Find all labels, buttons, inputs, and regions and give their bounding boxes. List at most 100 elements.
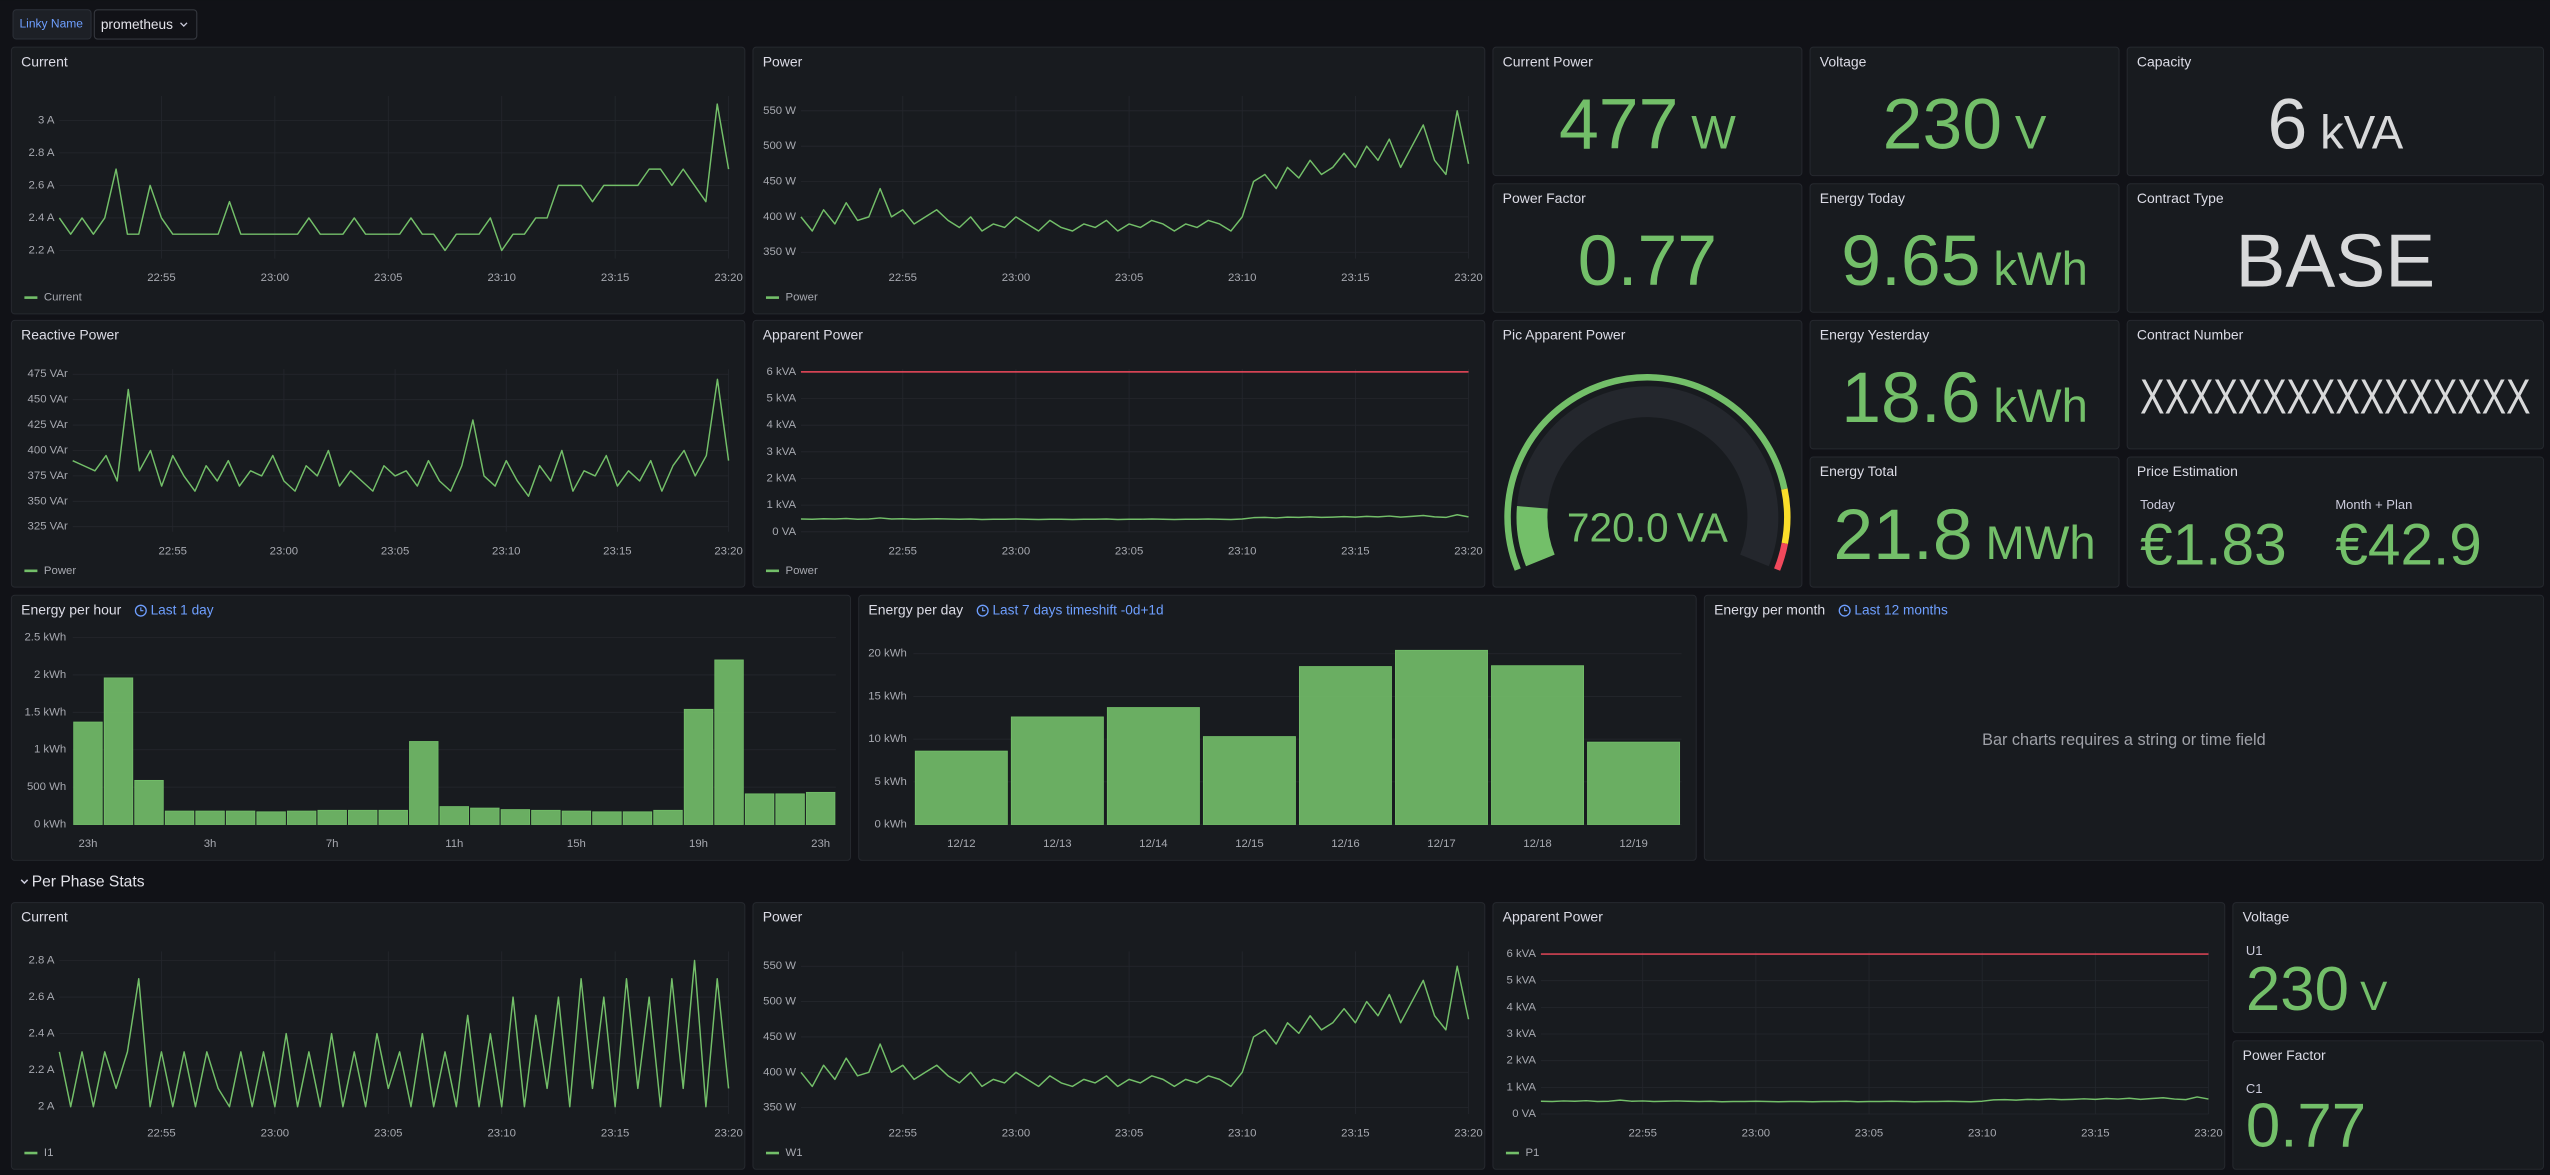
x-tick-label: 15h — [567, 838, 586, 850]
x-tick-label: 23:05 — [374, 272, 402, 284]
gauge-threshold — [1774, 542, 1788, 571]
variable-value[interactable]: prometheus — [101, 17, 173, 32]
stat-number: 18.6 — [1841, 358, 1980, 438]
panel-title[interactable]: Contract Type — [2137, 190, 2224, 206]
x-tick-label: 23:10 — [487, 1128, 515, 1140]
x-tick-label: 23:05 — [1115, 272, 1143, 284]
panel-title[interactable]: Energy per month — [1714, 601, 1825, 617]
legend-label[interactable]: Power — [785, 292, 817, 304]
stat-value: €42.9 — [2335, 512, 2481, 577]
bar — [134, 779, 164, 825]
x-tick-label: 23:00 — [261, 1128, 289, 1140]
x-tick-label: 23:00 — [1742, 1128, 1770, 1140]
bar — [470, 807, 500, 825]
panel-title[interactable]: Power Factor — [2243, 1047, 2326, 1063]
stat-value: 230 V — [1883, 85, 2047, 165]
x-tick-label: 19h — [689, 838, 708, 850]
clock-hands — [1844, 607, 1848, 612]
y-tick-label: 3 kVA — [1507, 1028, 1537, 1040]
panel-title[interactable]: Current Power — [1503, 53, 1593, 69]
legend-label[interactable]: I1 — [44, 1147, 54, 1159]
stat-unit: kVA — [2320, 107, 2404, 160]
x-tick-label: 23:10 — [1228, 545, 1256, 557]
bar — [805, 791, 836, 825]
x-tick-label: 23:10 — [1228, 272, 1256, 284]
panel-title[interactable]: Power — [763, 909, 803, 925]
panel — [1703, 594, 2544, 861]
panel-title[interactable]: Energy Today — [1820, 190, 1905, 206]
panel-title[interactable]: Pic Apparent Power — [1503, 327, 1626, 343]
bar — [103, 677, 134, 825]
gauge-unit: VA — [1677, 505, 1729, 551]
panel-title[interactable]: Power — [763, 53, 803, 69]
stat-name: Today — [2140, 497, 2175, 512]
panel-title[interactable]: Apparent Power — [1503, 909, 1604, 925]
stat-number: 9.65 — [1841, 221, 1980, 301]
x-tick-label: 12/13 — [1043, 838, 1071, 850]
panel — [2126, 46, 2544, 177]
panel-title[interactable]: Energy Yesterday — [1820, 327, 1930, 343]
panel-title[interactable]: Reactive Power — [21, 327, 119, 343]
stat-value: XXXXXXXXXXXXXXXX — [2140, 371, 2530, 425]
series-line — [800, 110, 1470, 232]
legend-label[interactable]: P1 — [1525, 1147, 1539, 1159]
panel — [1809, 46, 2120, 177]
y-tick-label: 3 kVA — [767, 446, 797, 458]
bar — [914, 750, 1008, 825]
legend-label[interactable]: W1 — [785, 1147, 802, 1159]
panel-title[interactable]: Current — [21, 909, 68, 925]
y-tick-label: 2 A — [38, 1101, 55, 1113]
bar — [73, 721, 103, 825]
gauge-number: 720.0 — [1567, 505, 1669, 551]
y-tick-label: 350 VAr — [28, 495, 68, 507]
stat-unit: kWh — [1993, 243, 2087, 296]
x-tick-label: 23:15 — [603, 545, 631, 557]
panel-title[interactable]: Capacity — [2137, 53, 2191, 69]
stat-value: 0.77 — [1578, 221, 1717, 301]
panel-title[interactable]: Energy Total — [1820, 463, 1897, 479]
panel-title[interactable]: Price Estimation — [2137, 463, 2238, 479]
panel — [1492, 183, 1803, 313]
bar — [409, 741, 439, 825]
x-tick-label: 23:20 — [714, 272, 742, 284]
y-tick-label: 550 W — [763, 105, 796, 117]
series-line — [72, 378, 730, 497]
row-chevron[interactable] — [20, 879, 29, 885]
x-tick-label: 23:20 — [714, 1128, 742, 1140]
legend-label[interactable]: Current — [44, 292, 83, 304]
panel-title[interactable]: Voltage — [1820, 53, 1867, 69]
x-tick-label: 23:05 — [1115, 545, 1143, 557]
bar — [1010, 716, 1104, 825]
stat-prefix: € — [2335, 512, 2368, 577]
y-tick-label: 2 kWh — [34, 669, 66, 681]
panel-title[interactable]: Contract Number — [2137, 327, 2244, 343]
legend-label[interactable]: Power — [785, 565, 817, 577]
x-tick-label: 23:15 — [601, 1128, 629, 1140]
bar — [1395, 649, 1488, 825]
clock-icon — [1838, 604, 1851, 617]
x-tick-label: 7h — [326, 838, 339, 850]
bar — [286, 810, 317, 825]
panel-title[interactable]: Power Factor — [1503, 190, 1586, 206]
y-tick-label: 0 VA — [772, 526, 796, 538]
panel — [2232, 1040, 2544, 1170]
stat-value: 18.6 kWh — [1841, 358, 2088, 438]
legend-label[interactable]: Power — [44, 565, 76, 577]
series-line — [800, 965, 1470, 1088]
y-tick-label: 450 W — [763, 176, 796, 188]
panel-title[interactable]: Current — [21, 53, 68, 69]
bar — [1491, 665, 1584, 825]
bar — [561, 810, 592, 825]
variable-dropdown[interactable] — [93, 9, 198, 40]
panel-title[interactable]: Energy per day — [868, 601, 963, 617]
bar — [500, 809, 531, 825]
panel-title[interactable]: Energy per hour — [21, 601, 122, 617]
bar — [592, 811, 622, 825]
y-tick-label: 4 kVA — [1507, 1001, 1537, 1013]
x-tick-label: 23:00 — [1002, 1128, 1030, 1140]
panel-title[interactable]: Apparent Power — [763, 327, 864, 343]
series-line — [58, 959, 730, 1108]
row-title[interactable]: Per Phase Stats — [32, 873, 145, 890]
panel-title[interactable]: Voltage — [2243, 909, 2290, 925]
